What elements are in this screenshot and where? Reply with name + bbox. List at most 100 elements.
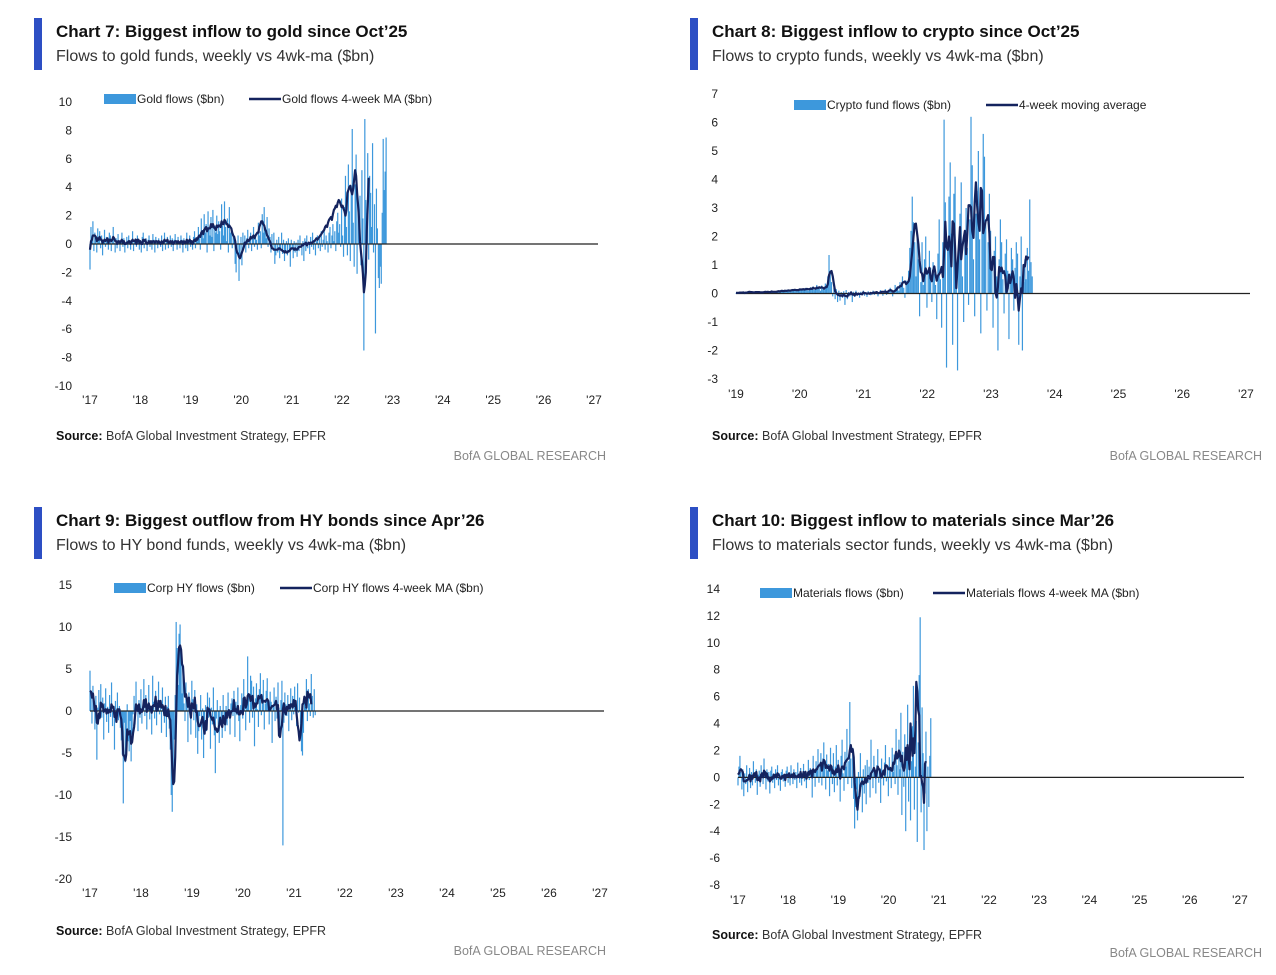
y-tick-label: 0 bbox=[713, 770, 720, 784]
x-tick-label: '22 bbox=[919, 387, 935, 401]
flow-bar bbox=[190, 244, 192, 247]
flow-bar bbox=[293, 711, 295, 715]
flow-bar bbox=[281, 680, 283, 711]
flow-bar bbox=[201, 231, 203, 244]
flow-bar bbox=[138, 244, 140, 250]
flow-bar bbox=[105, 688, 107, 711]
flow-bar bbox=[821, 777, 823, 786]
flow-bar bbox=[157, 681, 160, 711]
flow-bar bbox=[818, 777, 820, 783]
flow-bar bbox=[108, 695, 111, 711]
flow-bar bbox=[824, 766, 826, 778]
flow-bar bbox=[114, 700, 117, 711]
flow-bar bbox=[298, 697, 301, 711]
flow-bar bbox=[330, 244, 332, 249]
y-tick-label: 0 bbox=[711, 287, 718, 301]
x-tick-label: '25 bbox=[485, 393, 501, 407]
flow-bar bbox=[799, 288, 801, 294]
flow-bar bbox=[254, 235, 257, 244]
flow-bar bbox=[920, 777, 922, 813]
flow-bar bbox=[132, 244, 135, 252]
flow-bar bbox=[163, 711, 166, 723]
flow-bar bbox=[203, 711, 206, 727]
flow-bar bbox=[94, 232, 96, 244]
x-tick-label: '26 bbox=[1182, 893, 1198, 907]
flow-bar bbox=[210, 707, 213, 711]
flow-bar bbox=[273, 687, 275, 711]
flow-bar bbox=[264, 226, 266, 244]
flow-bar bbox=[384, 171, 386, 244]
x-tick-label: '21 bbox=[931, 893, 947, 907]
flow-bar bbox=[95, 695, 97, 711]
flow-bar bbox=[996, 276, 998, 294]
flow-bar bbox=[782, 777, 784, 782]
flow-bar bbox=[187, 711, 189, 743]
flow-bar bbox=[885, 293, 888, 295]
flow-bar bbox=[255, 683, 258, 711]
flow-bar bbox=[117, 234, 119, 244]
flow-bar bbox=[903, 777, 905, 787]
chart-panel-8: Chart 8: Biggest inflow to crypto since … bbox=[690, 16, 1276, 486]
flow-bar bbox=[175, 621, 177, 711]
x-tick-label: '27 bbox=[1238, 387, 1254, 401]
y-tick-label: 2 bbox=[713, 743, 720, 757]
flow-bar bbox=[304, 238, 306, 244]
flow-bar bbox=[830, 282, 833, 294]
flow-bar bbox=[164, 244, 167, 250]
flow-bar bbox=[108, 711, 110, 733]
y-tick-label: 10 bbox=[59, 620, 73, 634]
flow-bar bbox=[163, 232, 166, 244]
flow-bar bbox=[249, 711, 251, 723]
flow-bar bbox=[934, 284, 937, 294]
flow-bar bbox=[113, 242, 115, 244]
flow-bar bbox=[1005, 239, 1008, 294]
flow-bar bbox=[287, 695, 289, 711]
flow-bar bbox=[889, 769, 891, 778]
flow-bar bbox=[790, 765, 792, 778]
flow-bar bbox=[372, 244, 375, 253]
flow-bar bbox=[345, 226, 348, 244]
y-tick-label: 1 bbox=[711, 258, 718, 272]
flow-bar bbox=[1019, 276, 1021, 294]
flow-bar bbox=[862, 769, 864, 778]
flow-bar bbox=[93, 244, 95, 252]
flow-bar bbox=[763, 758, 765, 778]
x-tick-label: '22 bbox=[981, 893, 997, 907]
flow-bar bbox=[208, 228, 210, 244]
flow-bar bbox=[365, 199, 367, 244]
y-tick-label: 6 bbox=[711, 116, 718, 130]
flow-bar bbox=[832, 293, 834, 297]
flow-bar bbox=[799, 777, 801, 783]
flow-bar bbox=[873, 293, 875, 295]
flow-bar bbox=[890, 292, 893, 294]
flow-bar bbox=[234, 711, 236, 738]
flow-bar bbox=[800, 290, 802, 294]
flow-bar bbox=[279, 711, 281, 729]
y-tick-label: 3 bbox=[711, 201, 718, 215]
flow-bar bbox=[339, 224, 341, 244]
flow-bar bbox=[893, 754, 895, 778]
flow-bar bbox=[930, 718, 932, 778]
flow-bar bbox=[294, 686, 296, 711]
flow-bar bbox=[259, 231, 261, 244]
flow-bar bbox=[974, 293, 976, 317]
flow-bar bbox=[245, 244, 247, 253]
flow-bar bbox=[165, 711, 167, 738]
flow-bar bbox=[900, 284, 902, 294]
flow-bar bbox=[257, 711, 260, 727]
flow-bar bbox=[279, 244, 281, 259]
flow-bar bbox=[1014, 267, 1016, 294]
flow-bar bbox=[311, 232, 314, 244]
flow-bar bbox=[937, 253, 939, 294]
flow-bar bbox=[774, 769, 777, 778]
flow-bar bbox=[829, 270, 831, 294]
flow-bar bbox=[251, 244, 253, 252]
flow-bar bbox=[816, 284, 818, 294]
flow-bar bbox=[786, 766, 788, 778]
flow-bar bbox=[215, 711, 217, 719]
flow-bar bbox=[906, 283, 908, 294]
flow-bar bbox=[901, 777, 903, 816]
flow-bar bbox=[1021, 293, 1024, 351]
flow-bar bbox=[104, 703, 106, 711]
flow-bar bbox=[784, 777, 786, 787]
